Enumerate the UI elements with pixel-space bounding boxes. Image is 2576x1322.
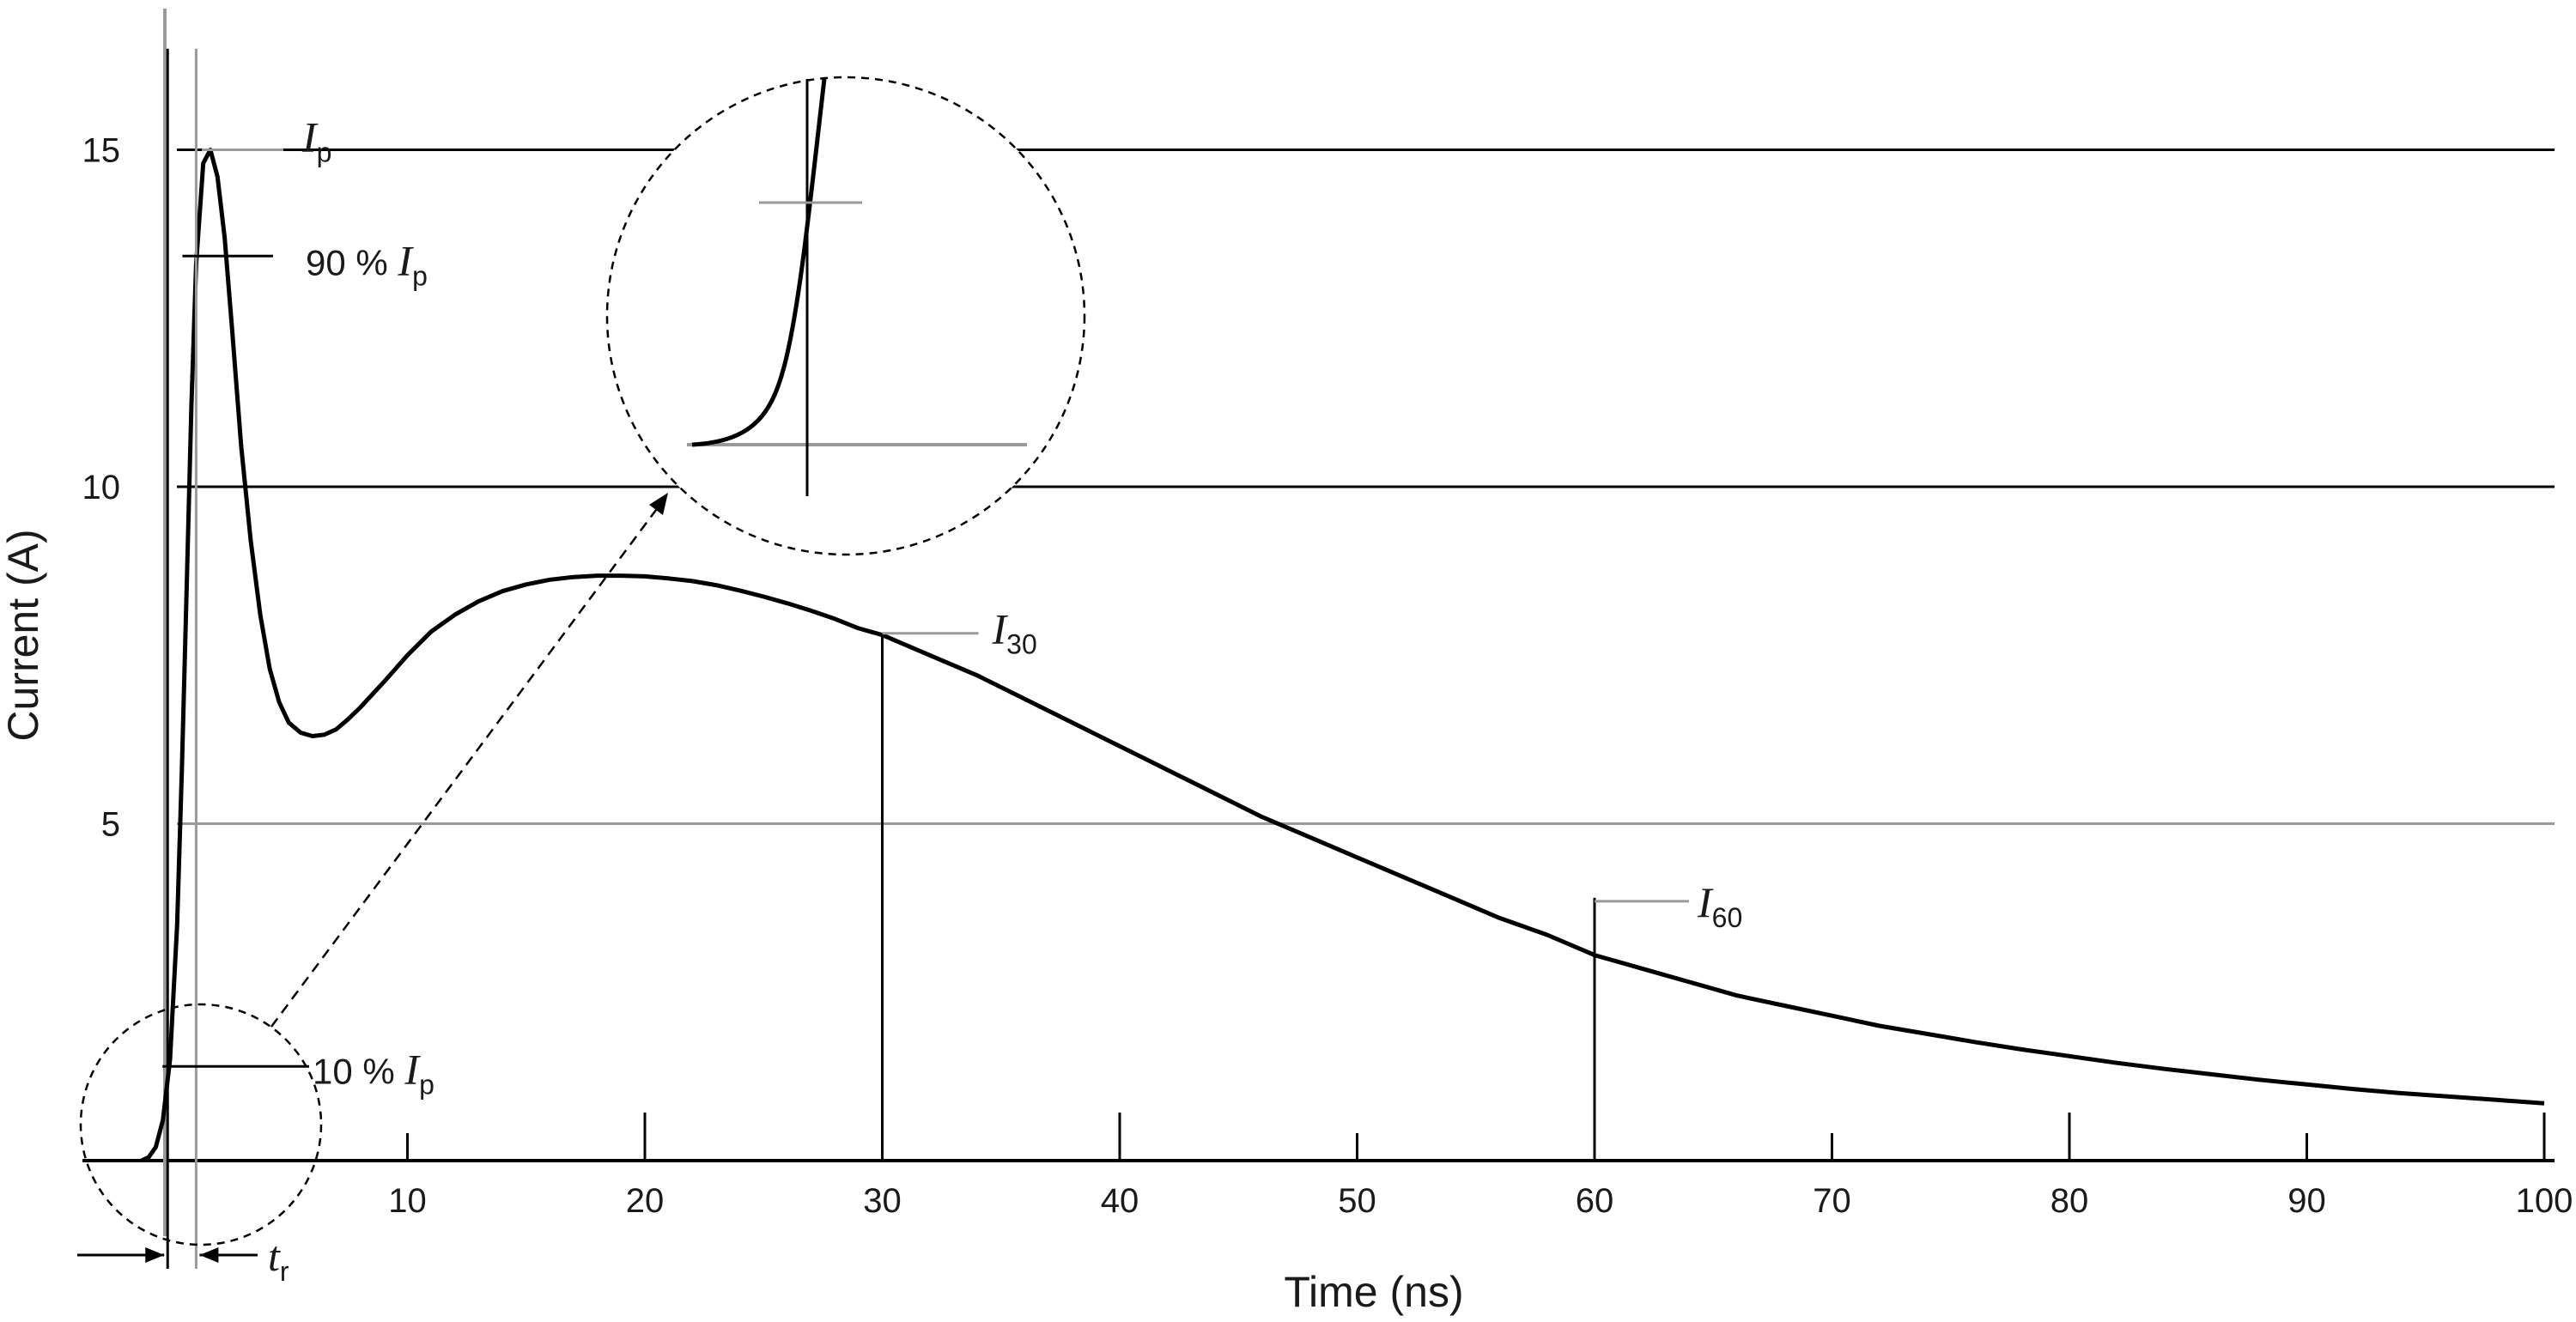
label-p90: 90 % Ip [306,236,428,291]
label-ip: Ip [301,113,331,168]
series [140,148,2545,1163]
y-tick-label-5: 5 [101,806,120,844]
zoom-arrowhead [649,493,668,515]
label-i60: I60 [1697,878,1742,933]
y-tick-label-15: 15 [82,132,121,170]
x-tick-label-30: 30 [863,1182,902,1220]
tr-arrowhead-right [199,1247,219,1263]
axes [82,9,2555,1236]
zoom-connector [270,502,663,1028]
series-line-0 [140,148,2545,1163]
y-tick-label-10: 10 [82,469,121,506]
x-tick-label-20: 20 [626,1182,665,1220]
x-tick-label-80: 80 [2050,1182,2089,1220]
label-i30: I30 [992,605,1037,660]
y-axis-title: Current (A) [0,529,47,741]
x-tick-label-100: 100 [2516,1182,2573,1220]
label-p10: 10 % Ip [313,1045,434,1100]
zoom-source-circle [79,1003,323,1246]
ticks: 10 20 30 40 50 60 70 80 90 100 5 10 15 [82,132,2573,1221]
zoom-curve [691,78,827,447]
tr-arrowhead-left [145,1247,165,1263]
x-tick-label-10: 10 [388,1182,427,1220]
x-axis-title: Time (ns) [1284,1268,1463,1316]
x-tick-label-70: 70 [1813,1182,1851,1220]
label-tr: tr [268,1232,289,1287]
x-tick-label-50: 50 [1338,1182,1376,1220]
grid [177,149,2555,825]
zoom-target-circle [605,76,1086,556]
x-tick-label-90: 90 [2287,1182,2326,1220]
zoom-inset [79,76,1086,1246]
x-tick-label-60: 60 [1576,1182,1614,1220]
x-tick-label-40: 40 [1101,1182,1139,1220]
